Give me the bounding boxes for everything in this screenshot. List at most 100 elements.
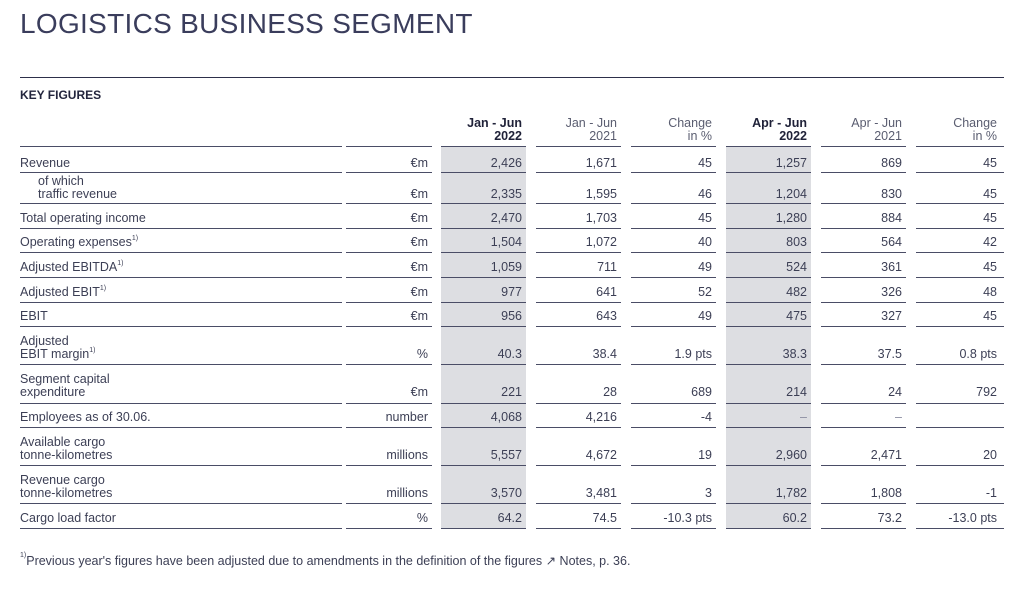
table-cell: 49 <box>698 260 712 274</box>
row-label-line: Employees as of 30.06. <box>20 410 151 424</box>
table-cell: 45 <box>983 186 997 201</box>
header-rule <box>726 146 811 147</box>
row-rule <box>726 503 811 504</box>
row-rule <box>20 528 342 529</box>
column-header-apr-jun-2021: Apr - Jun 2021 <box>851 116 902 143</box>
row-rule <box>821 228 906 229</box>
row-rule <box>916 364 1004 365</box>
table-cell: 689 <box>691 384 712 399</box>
row-rule <box>536 326 621 327</box>
row-unit: millions <box>386 485 428 500</box>
row-rule <box>536 503 621 504</box>
row-rule <box>821 326 906 327</box>
table-cell: -4 <box>700 410 712 424</box>
table-cell: 1.9 pts <box>674 346 712 361</box>
title-divider <box>20 77 1004 78</box>
table-cell: 42 <box>983 235 997 249</box>
row-rule <box>441 403 526 404</box>
row-rule <box>821 172 906 173</box>
header-rule <box>20 146 342 147</box>
row-rule <box>726 465 811 466</box>
row-rule <box>536 277 621 278</box>
row-rule <box>536 252 621 253</box>
row-rule <box>441 465 526 466</box>
column-header-apr-jun-2022: Apr - Jun 2022 <box>752 116 807 143</box>
row-rule <box>916 203 1004 204</box>
row-rule <box>726 326 811 327</box>
row-unit: % <box>416 511 428 525</box>
row-rule <box>916 465 1004 466</box>
row-unit: €m <box>410 211 428 225</box>
table-cell: – <box>895 410 902 424</box>
row-label: of which traffic revenue <box>20 175 117 200</box>
row-unit: €m <box>410 235 428 249</box>
row-rule <box>20 364 342 365</box>
row-rule <box>346 364 432 365</box>
table-cell: 52 <box>698 285 712 299</box>
table-cell: 73.2 <box>877 511 902 525</box>
footnote-reference: 1) <box>99 285 107 292</box>
row-rule <box>631 172 716 173</box>
row-rule <box>346 503 432 504</box>
table-cell: 37.5 <box>877 346 902 361</box>
table-cell: -13.0 pts <box>948 511 997 525</box>
row-rule <box>821 528 906 529</box>
row-unit: €m <box>410 186 428 201</box>
row-rule <box>346 228 432 229</box>
table-cell: 711 <box>597 260 617 274</box>
row-rule <box>20 326 342 327</box>
table-cell: 19 <box>698 447 712 462</box>
row-rule <box>441 203 526 204</box>
row-rule <box>346 203 432 204</box>
table-cell: 1,595 <box>585 186 617 201</box>
table-cell: 40.3 <box>497 346 522 361</box>
table-cell: 643 <box>596 309 617 323</box>
row-unit: €m <box>410 309 428 323</box>
row-unit: millions <box>386 447 428 462</box>
table-cell: 45 <box>983 156 997 170</box>
row-rule <box>536 528 621 529</box>
row-unit: €m <box>410 285 428 299</box>
row-label: Adjusted EBIT1) <box>20 285 107 299</box>
row-rule <box>441 277 526 278</box>
row-label: Adjusted EBIT margin1) <box>20 335 95 360</box>
table-cell: 482 <box>786 285 807 299</box>
table-cell: 2,426 <box>490 156 522 170</box>
table-cell: 38.3 <box>782 346 807 361</box>
table-cell: 28 <box>603 384 617 399</box>
row-label-text: Operating expenses <box>20 235 132 249</box>
table-cell: 1,072 <box>585 235 617 249</box>
table-cell: 1,059 <box>490 260 522 274</box>
row-label: EBIT <box>20 310 48 323</box>
table-cell: – <box>800 410 807 424</box>
column-header-jan-jun-2021: Jan - Jun 2021 <box>565 116 617 143</box>
row-label: Cargo load factor <box>20 512 116 525</box>
table-cell: 2,471 <box>870 447 902 462</box>
row-rule <box>821 503 906 504</box>
table-cell: -10.3 pts <box>663 511 712 525</box>
row-rule <box>20 277 342 278</box>
row-rule <box>916 528 1004 529</box>
row-rule <box>821 403 906 404</box>
row-label-line: Total operating income <box>20 211 146 225</box>
footnote-marker: 1) <box>20 552 27 559</box>
row-rule <box>20 172 342 173</box>
row-rule <box>536 302 621 303</box>
row-rule <box>726 252 811 253</box>
table-cell: 2,960 <box>775 447 807 462</box>
row-rule <box>631 465 716 466</box>
table-cell: 956 <box>501 309 522 323</box>
table-cell: 326 <box>881 285 902 299</box>
row-rule <box>631 364 716 365</box>
row-rule <box>631 252 716 253</box>
footnote-reference: 1) <box>89 346 96 354</box>
row-rule <box>346 302 432 303</box>
row-rule <box>441 503 526 504</box>
row-label-line: EBIT margin1) <box>20 346 96 361</box>
row-rule <box>536 364 621 365</box>
row-rule <box>536 228 621 229</box>
row-rule <box>631 403 716 404</box>
row-rule <box>916 172 1004 173</box>
row-label: Total operating income <box>20 212 146 225</box>
row-rule <box>916 228 1004 229</box>
